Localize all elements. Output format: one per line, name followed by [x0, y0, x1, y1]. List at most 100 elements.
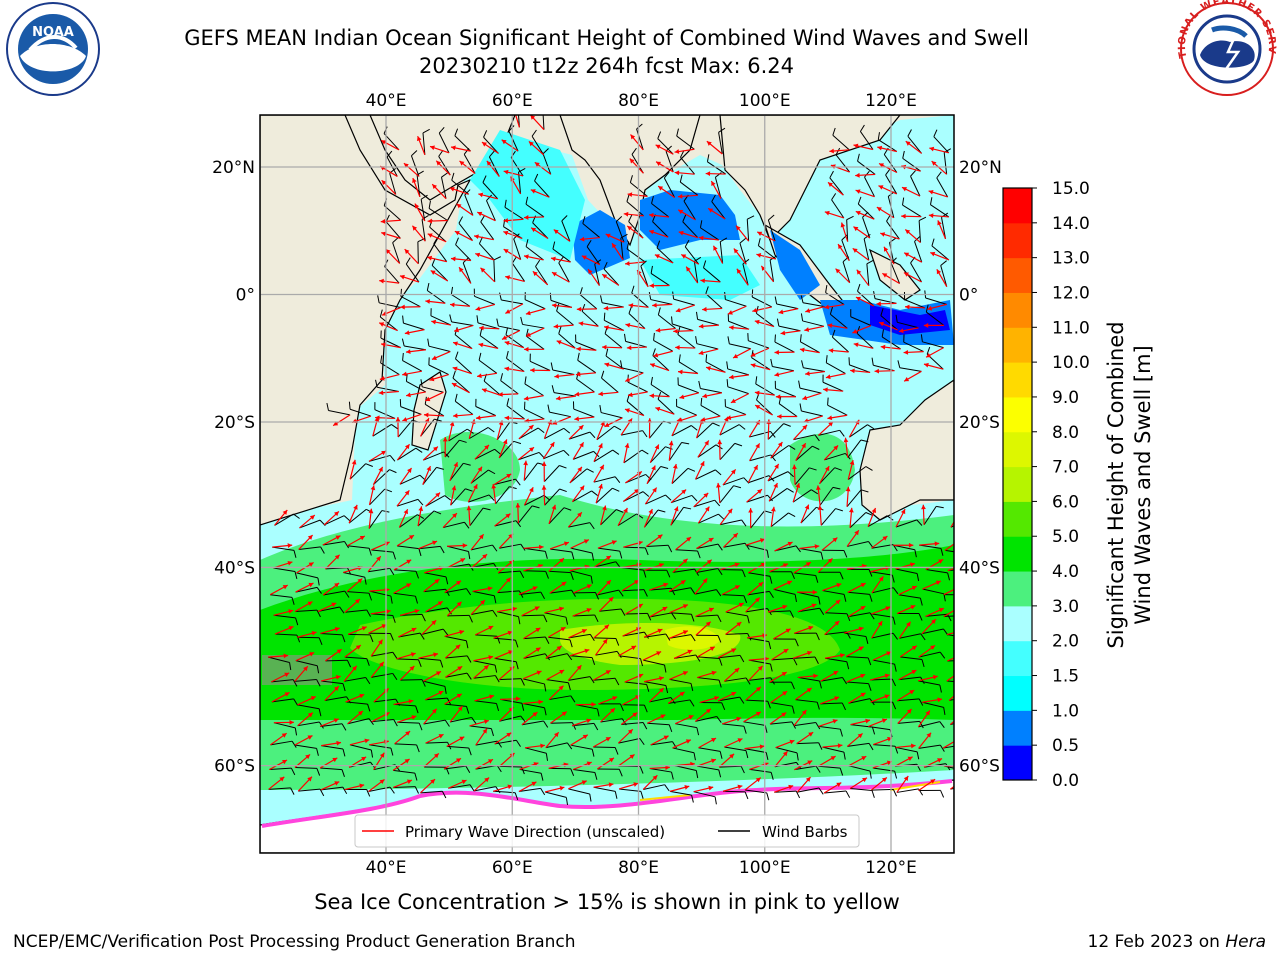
wave-arrow-head — [884, 694, 890, 699]
wind-barb-flag — [869, 612, 875, 620]
wind-barb — [725, 406, 747, 416]
wind-barb — [718, 132, 723, 155]
wave-arrow-head — [430, 145, 435, 151]
wind-barb — [549, 589, 572, 594]
wind-barb — [470, 469, 489, 484]
sea-ice-caption: Sea Ice Concentration > 15% is shown in … — [314, 890, 900, 914]
wind-barb-flag — [897, 360, 901, 368]
wind-barb-flag — [479, 328, 483, 336]
wind-barb — [897, 698, 920, 702]
wave-arrow-head — [759, 538, 765, 543]
wave-arrow-head — [795, 483, 801, 488]
wind-barb — [454, 334, 473, 349]
wind-barb — [544, 791, 567, 798]
wave-arrow — [950, 520, 954, 528]
wave-arrow-head — [551, 272, 557, 277]
wind-barb-flag — [320, 546, 325, 554]
wind-barb — [600, 509, 617, 526]
wave-arrow-head — [702, 393, 708, 399]
wind-barb-flag — [890, 257, 897, 264]
wave-arrow-head — [909, 562, 915, 568]
wind-barb — [647, 722, 670, 726]
wind-barb-flag — [364, 576, 367, 585]
wind-barb-flag — [700, 397, 703, 406]
wave-arrow-head — [455, 644, 461, 650]
wave-arrow-head — [811, 603, 817, 609]
wind-barb-flag — [856, 326, 861, 334]
wind-barb-flag — [716, 716, 722, 723]
wave-arrow-head — [437, 601, 443, 606]
wave-arrow-head — [860, 583, 866, 588]
wind-barb-flag — [543, 494, 551, 501]
wave-arrow-head — [909, 690, 915, 695]
wave-arrow-head — [827, 558, 833, 564]
wind-barb-flag — [972, 785, 976, 791]
wind-barb-flag — [743, 726, 747, 734]
lon-tick-bottom: 40°E — [366, 858, 407, 878]
wind-barb — [623, 546, 646, 549]
wave-arrow-head — [860, 606, 866, 611]
wave-arrow-head — [559, 670, 565, 675]
wind-barb — [923, 506, 937, 526]
wind-barb — [871, 632, 894, 639]
wind-barb — [673, 298, 695, 306]
wind-barb-flag — [506, 350, 509, 359]
wave-arrow-head — [303, 666, 308, 672]
wind-barb — [424, 572, 447, 578]
wind-barb-flag — [543, 720, 549, 728]
wave-arrow-head — [686, 266, 691, 272]
wave-arrow-head — [830, 756, 836, 761]
wind-barb-flag — [764, 510, 772, 514]
wind-barb — [569, 570, 592, 577]
wind-barb — [745, 544, 768, 551]
wave-arrow-head — [627, 729, 633, 735]
wind-barb-flag — [757, 238, 761, 246]
colorbar-segment — [1003, 431, 1032, 468]
wave-arrow-head — [430, 270, 436, 275]
wave-arrow-head — [404, 759, 410, 764]
wind-barb — [519, 768, 542, 774]
wave-arrow-head — [502, 439, 508, 445]
wind-barb-flag — [727, 336, 730, 344]
wave-arrow-head — [955, 738, 960, 742]
wave-arrow-head — [477, 373, 482, 379]
wind-barb-flag — [793, 658, 798, 666]
wave-arrow-head — [355, 645, 361, 650]
wind-barb — [444, 765, 466, 770]
wind-barb-flag — [411, 150, 418, 157]
wave-arrow-head — [858, 626, 864, 632]
wave-arrow-head — [748, 508, 754, 513]
wind-barb — [295, 660, 318, 667]
wind-barb — [452, 377, 470, 394]
wave-arrow-head — [423, 412, 429, 418]
wind-barb-flag — [619, 550, 623, 559]
wave-arrow-head — [957, 510, 961, 515]
wave-arrow-head — [532, 586, 538, 591]
wind-barb — [902, 204, 922, 218]
wind-barb-flag — [493, 595, 497, 604]
wind-barb — [522, 323, 545, 329]
wind-barb-flag — [786, 487, 794, 493]
wind-barb — [751, 357, 771, 371]
wind-barb — [600, 718, 623, 723]
wave-arrow-head — [551, 256, 556, 262]
wind-barb — [799, 387, 822, 394]
wind-barb — [369, 488, 386, 506]
wind-barb — [700, 227, 720, 241]
wind-barb — [669, 678, 692, 684]
wave-arrow-head — [430, 779, 436, 784]
wave-arrow-head — [775, 394, 781, 400]
wind-barb — [396, 498, 419, 507]
wave-arrow-head — [478, 342, 484, 348]
wave-arrow-head — [698, 350, 704, 356]
wave-arrow-head — [281, 733, 287, 738]
wave-arrow-head — [381, 624, 387, 629]
wave-arrow-head — [759, 744, 765, 750]
wind-barb — [800, 341, 820, 354]
wind-barb — [725, 632, 748, 635]
wave-arrow-head — [928, 189, 934, 195]
wave-arrow-head — [717, 439, 723, 445]
wind-barb — [573, 408, 595, 418]
wind-barb — [682, 221, 699, 239]
wind-barb-flag — [947, 572, 951, 581]
